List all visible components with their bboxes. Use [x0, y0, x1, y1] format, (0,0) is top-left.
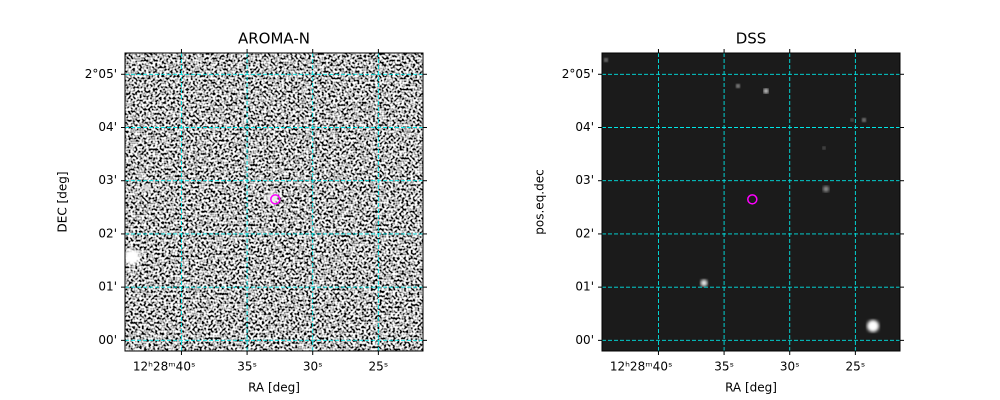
y-tick-label: 01': [98, 280, 117, 294]
image-aroma: [125, 53, 423, 351]
y-tick-label: 03': [575, 173, 594, 187]
x-tick-label: 35ˢ: [714, 360, 734, 374]
x-axis-label: RA [deg]: [248, 381, 300, 395]
y-tick-label: 04': [575, 120, 594, 134]
x-tick-label: 12ʰ28ᵐ40ˢ: [133, 360, 196, 374]
x-axis-label: RA [deg]: [725, 381, 777, 395]
frame: [601, 52, 901, 352]
y-tick-label: 00': [98, 333, 117, 347]
image-dss: [602, 53, 900, 351]
target-marker: [270, 194, 281, 205]
x-tick-label: 25ˢ: [368, 360, 388, 374]
y-tick-label: 02': [98, 226, 117, 240]
frame: [124, 52, 424, 352]
chart-title: AROMA-N: [238, 30, 310, 48]
y-tick-label: 2°05': [562, 67, 594, 81]
y-axis-label: DEC [deg]: [56, 172, 70, 233]
y-axis-label: pos.eq.dec: [533, 169, 547, 234]
x-tick-label: 30ˢ: [780, 360, 800, 374]
x-tick-label: 12ʰ28ᵐ40ˢ: [610, 360, 673, 374]
x-tick-label: 30ˢ: [303, 360, 323, 374]
target-marker: [747, 194, 758, 205]
x-tick-label: 25ˢ: [845, 360, 865, 374]
y-tick-label: 2°05': [85, 67, 117, 81]
y-tick-label: 02': [575, 226, 594, 240]
y-tick-label: 04': [98, 120, 117, 134]
y-tick-label: 03': [98, 173, 117, 187]
x-tick-label: 35ˢ: [237, 360, 257, 374]
y-tick-label: 01': [575, 280, 594, 294]
chart-title: DSS: [736, 30, 767, 48]
y-tick-label: 00': [575, 333, 594, 347]
